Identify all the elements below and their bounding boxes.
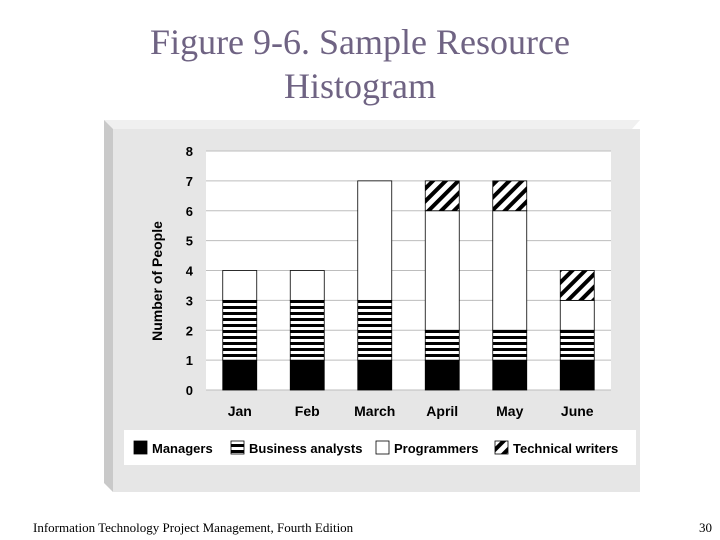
- bar-segment: [289, 299, 325, 361]
- slide-title-line-2: Histogram: [284, 66, 436, 106]
- bar-segment: [492, 180, 528, 212]
- legend-label: Technical writers: [513, 441, 618, 456]
- bar-segment: [289, 270, 325, 301]
- x-tick-label: April: [426, 403, 458, 419]
- slide-title-line-1: Figure 9-6. Sample Resource: [150, 22, 570, 62]
- x-tick-label: Feb: [295, 403, 320, 419]
- bar-segment: [424, 180, 460, 212]
- bar-segment: [424, 359, 460, 391]
- legend-swatch: [133, 440, 148, 455]
- legend-label: Programmers: [394, 441, 479, 456]
- x-tick-label: May: [496, 403, 523, 419]
- y-tick-label: 4: [186, 264, 194, 279]
- bar-segment: [559, 299, 595, 331]
- bar-segment: [424, 329, 460, 361]
- bar-segment: [492, 210, 528, 331]
- page-number: 30: [699, 520, 712, 535]
- x-tick-label: Jan: [228, 403, 252, 419]
- bar-segment: [222, 270, 258, 301]
- y-tick-label: 1: [186, 353, 193, 368]
- bar-segment: [424, 210, 460, 331]
- chart-panel-shadow-top: [104, 120, 640, 129]
- bar-segment: [357, 359, 393, 391]
- bar-segment: [559, 359, 595, 391]
- legend-swatch: [494, 440, 509, 455]
- bar-segment: [357, 299, 393, 361]
- y-tick-label: 2: [186, 323, 193, 338]
- y-tick-label: 3: [186, 293, 193, 308]
- bar-segment: [222, 299, 258, 361]
- bar-segment: [222, 359, 258, 391]
- footer-text: Information Technology Project Managemen…: [33, 520, 354, 535]
- x-tick-label: June: [561, 403, 594, 419]
- bar-segment: [357, 180, 393, 301]
- y-tick-label: 5: [186, 234, 193, 249]
- legend-swatch: [230, 440, 245, 455]
- y-tick-label: 6: [186, 204, 193, 219]
- bar-segment: [492, 359, 528, 391]
- y-tick-label: 8: [186, 144, 193, 159]
- chart-panel-shadow-left: [104, 120, 113, 492]
- bar-segment: [289, 359, 325, 391]
- bar-segment: [492, 329, 528, 361]
- legend-label: Business analysts: [249, 441, 362, 456]
- y-tick-label: 0: [186, 383, 193, 398]
- x-tick-label: March: [354, 403, 395, 419]
- bar-segment: [559, 270, 595, 301]
- legend-label: Managers: [152, 441, 213, 456]
- slide-title: Figure 9-6. Sample Resource Histogram: [0, 20, 720, 108]
- y-axis-label: Number of People: [149, 221, 165, 341]
- legend-swatch: [375, 440, 390, 455]
- bar-segment: [559, 329, 595, 361]
- y-tick-label: 7: [186, 174, 193, 189]
